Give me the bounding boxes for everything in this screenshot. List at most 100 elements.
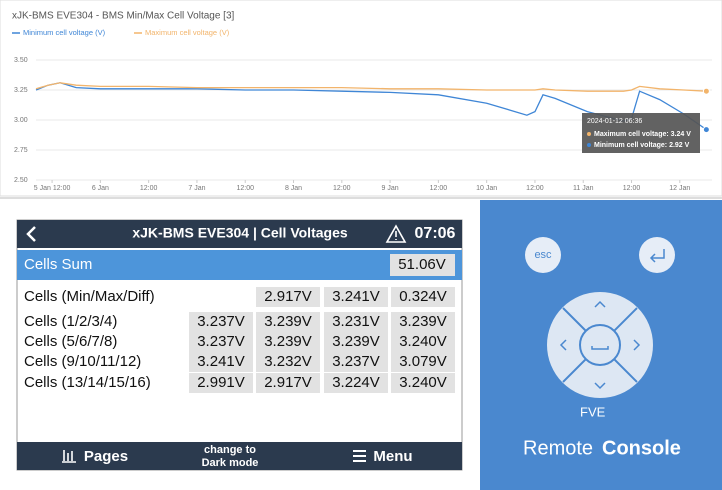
tooltip-dot — [587, 132, 591, 136]
cell-value: 3.239V — [399, 313, 447, 330]
x-tick-label: 12 Jan — [669, 185, 690, 192]
value-box — [391, 352, 455, 372]
series-line — [35, 82, 707, 92]
cell-value: 3.232V — [264, 353, 312, 370]
pages-icon — [62, 450, 76, 463]
brand-console: Console — [602, 437, 681, 459]
x-tick-label: 8 Jan — [285, 185, 302, 192]
cell-value: 3.237V — [332, 353, 380, 370]
console-footer — [17, 442, 462, 470]
cell-value: 3.224V — [332, 374, 380, 391]
console-title: xJK-BMS EVE304 | Cell Voltages — [132, 225, 348, 241]
value-box — [256, 287, 320, 307]
enter-button[interactable] — [639, 237, 675, 273]
sum-value: 51.06V — [398, 256, 446, 273]
row-label: Cells (13/14/15/16) — [24, 374, 151, 391]
brand-remote: Remote — [523, 437, 593, 459]
row-label: Cells (9/10/11/12) — [24, 353, 141, 370]
x-tick-label: 6 Jan — [92, 185, 109, 192]
value-box — [189, 373, 253, 393]
value-box — [391, 287, 455, 307]
esc-button[interactable] — [525, 237, 561, 273]
row-label: Cells (Min/Max/Diff) — [24, 288, 155, 305]
cell-value: 3.237V — [197, 333, 245, 350]
tooltip-title: 2024-01-12 06:36 — [587, 118, 642, 125]
x-tick-label: 12:00 — [623, 185, 641, 192]
value-box — [391, 373, 455, 393]
sum-row — [17, 250, 462, 280]
legend-entry: Minimum cell voltage (V) — [23, 28, 106, 37]
value-box — [324, 373, 388, 393]
sum-label: Cells Sum — [24, 256, 92, 273]
x-tick-label: 12:00 — [140, 185, 158, 192]
x-tick-label: 9 Jan — [382, 185, 399, 192]
cell-table: Cells (Min/Max/Diff) 2.917V 3.241V 0.324V Ce… — [24, 287, 455, 393]
enter-icon — [649, 249, 665, 263]
dpad-arrows — [559, 300, 641, 390]
y-tick-label: 3.50 — [14, 57, 28, 64]
value-box — [324, 332, 388, 352]
legend-entry: Maximum cell voltage (V) — [145, 28, 230, 37]
y-tick-label: 2.75 — [14, 147, 28, 154]
menu-button[interactable]: Menu — [373, 448, 412, 465]
cell-value: 2.917V — [264, 288, 312, 305]
cell-value: 3.239V — [264, 313, 312, 330]
pages-button[interactable]: Pages — [84, 448, 128, 465]
esc-label: esc — [534, 249, 552, 261]
tooltip — [582, 113, 700, 153]
cell-value: 2.917V — [264, 374, 312, 391]
mode-button[interactable]: Dark mode — [202, 457, 259, 469]
menu-icon — [353, 450, 366, 462]
cell-value: 3.239V — [264, 333, 312, 350]
value-box — [324, 352, 388, 372]
x-tick-label: 12:00 — [430, 185, 448, 192]
value-box — [189, 312, 253, 332]
x-tick-label: 12:00 — [236, 185, 254, 192]
x-tick-label: 11 Jan — [573, 185, 594, 192]
clock: 07:06 — [415, 225, 456, 242]
cell-value: 0.324V — [399, 288, 447, 305]
mode-button[interactable]: change to — [204, 444, 256, 456]
cell-value: 3.240V — [399, 333, 447, 350]
chart: 2.50 2.75 3.00 3.25 3.50 5 Jan 12:00 6 Jan 12:0… — [12, 28, 712, 192]
y-tick-label: 3.00 — [14, 117, 28, 124]
value-box — [324, 287, 388, 307]
row-label: Cells (1/2/3/4) — [24, 313, 117, 330]
back-button[interactable] — [26, 226, 36, 242]
y-tick-label: 2.50 — [14, 177, 28, 184]
value-box — [256, 332, 320, 352]
sum-box — [390, 254, 455, 276]
cell-value: 3.079V — [399, 353, 447, 370]
x-tick-label: 10 Jan — [476, 185, 497, 192]
x-tick-label: 7 Jan — [188, 185, 205, 192]
value-box — [256, 312, 320, 332]
console-header — [17, 220, 462, 248]
hover-point — [702, 87, 710, 95]
x-tick-label: 12:00 — [333, 185, 351, 192]
value-box — [256, 373, 320, 393]
value-box — [189, 332, 253, 352]
tooltip-line: Maximum cell voltage: 3.24 V — [594, 131, 691, 138]
cell-value: 3.241V — [332, 288, 380, 305]
alarm-icon — [385, 224, 407, 243]
value-box — [324, 312, 388, 332]
tooltip-dot — [587, 143, 591, 147]
value-box — [256, 352, 320, 372]
cell-value: 3.240V — [399, 374, 447, 391]
hover-point — [702, 126, 710, 134]
cell-value: 2.991V — [197, 374, 245, 391]
y-tick-label: 3.25 — [14, 87, 28, 94]
cell-value: 3.231V — [332, 313, 380, 330]
tooltip-line: Minimum cell voltage: 2.92 V — [594, 142, 690, 149]
x-tick-label: 5 Jan 12:00 — [34, 185, 71, 192]
cell-value: 3.241V — [197, 353, 245, 370]
value-box — [391, 312, 455, 332]
value-box — [189, 352, 253, 372]
value-box — [391, 332, 455, 352]
device-name: FVE — [580, 404, 606, 419]
chart-panel — [0, 0, 722, 197]
dpad-center[interactable] — [579, 324, 621, 366]
cell-value: 3.237V — [197, 313, 245, 330]
row-label: Cells (5/6/7/8) — [24, 333, 117, 350]
